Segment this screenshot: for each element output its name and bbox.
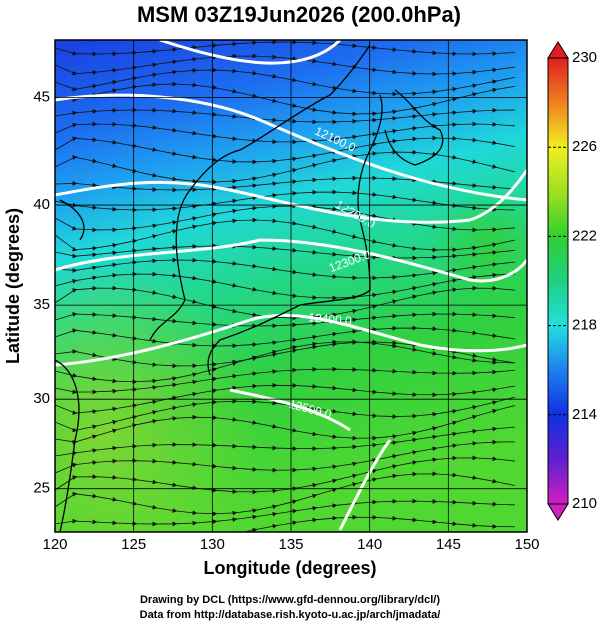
x-tick-label: 145 [436, 536, 461, 553]
title: MSM 03Z19Jun2026 (200.0hPa) [137, 2, 461, 27]
streamline [55, 40, 516, 57]
colorbar-body [547, 57, 569, 505]
footer-line: Drawing by DCL (https://www.gfd-dennou.o… [140, 594, 440, 606]
x-tick-label: 130 [200, 536, 225, 553]
footer-line: Data from http://database.rish.kyoto-u.a… [140, 609, 441, 621]
grid: 120 125 130 135 140 145 150 25 30 35 40 45 [33, 40, 540, 553]
x-tick-label: 125 [121, 536, 146, 553]
map-frame [54, 39, 528, 533]
colorbar-tick-label: 226 [572, 138, 597, 155]
streamline [55, 107, 516, 125]
colorbar-tick-label: 210 [572, 495, 597, 512]
streamline [55, 311, 516, 329]
colorbar-tick-label: 230 [572, 49, 597, 66]
streamline [55, 175, 516, 193]
y-tick-label: 35 [33, 296, 50, 313]
contours [55, 40, 527, 531]
colorbar-extend [547, 503, 569, 521]
streamline [55, 149, 516, 185]
streamline [72, 514, 516, 532]
y-tick-label: 25 [33, 480, 50, 497]
x-tick-label: 135 [278, 536, 303, 553]
contour-label: 12400.0 [308, 310, 353, 328]
y-tick-label: 45 [33, 88, 50, 105]
colorbar-extend [547, 41, 569, 59]
streamline [55, 243, 516, 261]
x-tick-label: 150 [514, 536, 539, 553]
colorbar-tick-label: 214 [572, 406, 597, 423]
x-tick-label: 120 [42, 536, 67, 553]
y-tick-label: 30 [33, 390, 50, 407]
x-tick-label: 140 [357, 536, 382, 553]
colorbar: 210 214 218 222 226 230 [547, 41, 597, 521]
x-axis-label: Longitude (degrees) [203, 558, 376, 578]
y-tick-label: 40 [33, 196, 50, 213]
colorbar-tick-label: 218 [572, 317, 597, 334]
colorbar-tick-label: 222 [572, 227, 597, 244]
y-axis-label: Latitude (degrees) [3, 208, 23, 364]
streamline [55, 81, 516, 117]
